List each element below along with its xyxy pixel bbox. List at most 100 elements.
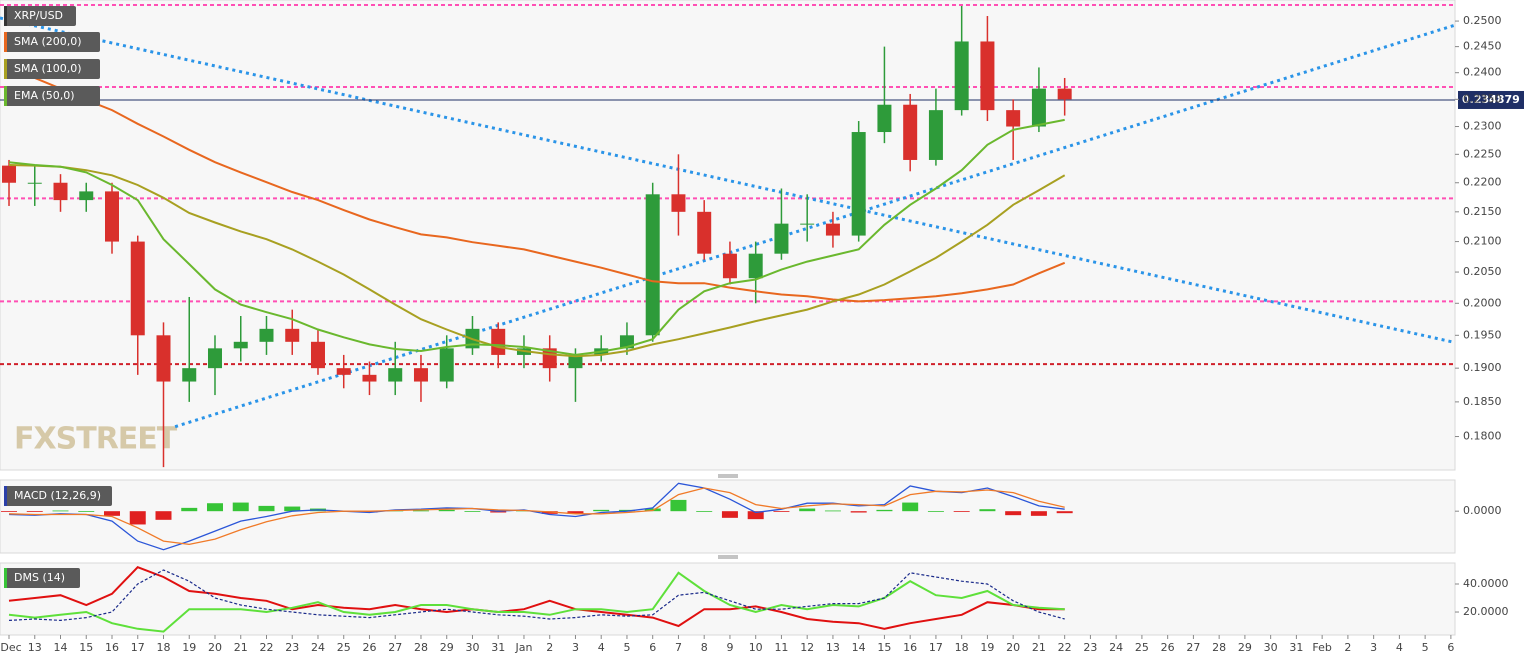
candle-body: [27, 182, 42, 184]
indicator-line: [8, 482, 1065, 551]
dms-panel: [0, 562, 1456, 636]
y-tick-label: 0.2250: [1463, 147, 1502, 160]
x-tick-label: 6: [649, 641, 656, 654]
last-price-box: [1458, 90, 1524, 109]
candle-body: [568, 354, 583, 369]
histogram-bar: [721, 511, 738, 518]
candle-body: [928, 110, 943, 160]
y-tick-label: 40.0000: [1463, 577, 1509, 590]
symbol-label-swatch: [4, 6, 7, 26]
x-tick-label: 3: [1370, 641, 1377, 654]
overlay-line: [8, 69, 1066, 303]
histogram-bar: [206, 503, 223, 512]
indicator-label-swatch: [4, 486, 7, 506]
x-tick-label: 30: [1264, 641, 1278, 654]
x-tick-label: 24: [1109, 641, 1123, 654]
candle-body: [310, 341, 325, 369]
x-tick-label: 21: [234, 641, 248, 654]
histogram-bar: [232, 502, 249, 512]
histogram-bar: [104, 511, 121, 516]
x-tick-label: 29: [440, 641, 454, 654]
y-tick-label: 0.2000: [1463, 296, 1502, 309]
histogram-bar: [979, 509, 996, 512]
candle-body: [491, 328, 506, 355]
histogram-bar: [258, 505, 275, 512]
x-tick-label: 17: [929, 641, 943, 654]
histogram-bar: [824, 510, 841, 512]
x-tick-label: 15: [79, 641, 93, 654]
histogram-bar: [438, 509, 455, 512]
y-tick-label: 0.2400: [1463, 66, 1502, 79]
candle-body: [130, 241, 145, 336]
y-tick-label: 0.2350: [1463, 92, 1502, 105]
x-tick-label: 14: [852, 641, 866, 654]
y-tick-label: 0.1900: [1463, 361, 1502, 374]
x-tick-label: 23: [1083, 641, 1097, 654]
candle-body: [645, 194, 660, 336]
histogram-bar: [1005, 511, 1022, 516]
legend-entry-swatch: [4, 86, 7, 106]
x-tick-label: 18: [955, 641, 969, 654]
x-tick-label: 14: [54, 641, 68, 654]
candle-body: [233, 341, 248, 349]
x-tick-label: 31: [491, 641, 505, 654]
candle-body: [877, 104, 892, 133]
histogram-bar: [773, 511, 790, 512]
y-tick-label: 0.1800: [1463, 430, 1502, 443]
x-tick-label: Feb: [1312, 641, 1331, 654]
indicator-label: DMS (14): [14, 571, 65, 584]
histogram-bar: [747, 511, 764, 520]
x-tick-label: 2: [1344, 641, 1351, 654]
x-tick-label: 23: [285, 641, 299, 654]
x-tick-label: 9: [726, 641, 733, 654]
candle-body: [156, 335, 171, 382]
legend-entry: EMA (50,0): [14, 89, 75, 102]
candle-body: [722, 253, 737, 279]
candle-body: [413, 368, 428, 382]
candle-body: [851, 132, 866, 236]
x-tick-label: 27: [1186, 641, 1200, 654]
histogram-bar: [490, 511, 507, 513]
symbol-label-box: [4, 6, 76, 26]
x-tick-label: 26: [1161, 641, 1175, 654]
candle-body: [800, 223, 815, 225]
y-tick-label: 0.0000: [1463, 504, 1502, 517]
histogram-bar: [953, 511, 970, 512]
candle-body: [825, 223, 840, 236]
candle-body: [388, 368, 403, 382]
candle-body: [1006, 110, 1021, 127]
x-tick-label: 7: [675, 641, 682, 654]
histogram-bar: [26, 511, 43, 512]
y-tick-label: 0.2050: [1463, 265, 1502, 278]
y-tick-label: 0.2450: [1463, 40, 1502, 53]
histogram-bar: [1030, 511, 1047, 516]
x-tick-label: 19: [182, 641, 196, 654]
x-tick-label: 6: [1447, 641, 1454, 654]
histogram-bar: [618, 509, 635, 512]
legend-entry-swatch: [4, 32, 7, 52]
histogram-bar: [799, 508, 816, 512]
legend-entry-box: [4, 32, 100, 52]
candle-body: [285, 328, 300, 342]
x-tick-label: Jan: [514, 641, 532, 654]
histogram-bar: [567, 511, 584, 514]
legend-entry-swatch: [4, 59, 7, 79]
candle-body: [182, 368, 197, 382]
histogram-bar: [52, 510, 69, 512]
histogram-bar: [1, 511, 18, 512]
candle-body: [954, 41, 969, 111]
candle-body: [2, 165, 17, 183]
x-tick-label: 5: [1422, 641, 1429, 654]
x-tick-label: 17: [131, 641, 145, 654]
x-tick-label: 24: [311, 641, 325, 654]
x-tick-label: 25: [1135, 641, 1149, 654]
histogram-bar: [696, 511, 713, 512]
x-tick-label: 18: [156, 641, 170, 654]
x-tick-label: 29: [1238, 641, 1252, 654]
candle-body: [671, 194, 686, 212]
indicator-line: [8, 487, 1065, 546]
x-tick-label: 25: [337, 641, 351, 654]
candle-body: [1031, 88, 1046, 127]
x-tick-label: 13: [826, 641, 840, 654]
